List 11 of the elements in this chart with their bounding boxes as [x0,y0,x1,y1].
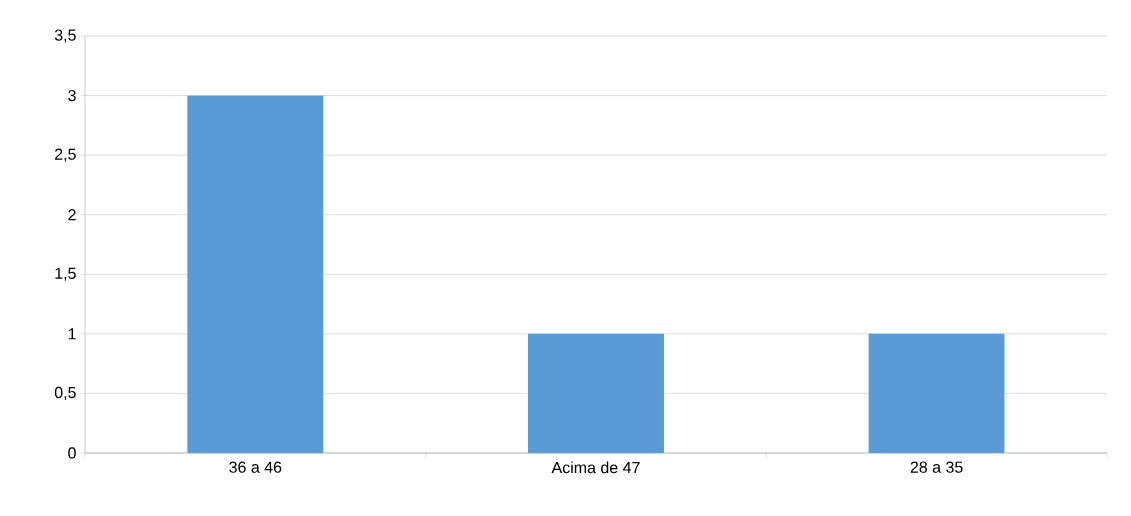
y-tick-label: 3,5 [54,29,76,43]
y-tick-label: 0 [68,447,76,459]
y-tick-label: 2,5 [55,148,76,162]
y-tick-label: 2 [68,209,76,221]
x-tick-label: 28 a 35 [910,461,963,473]
y-tick-label: 3 [68,89,76,102]
y-tick-label: 1,5 [55,267,76,281]
y-tick-label: 0,5 [54,386,76,401]
x-tick-label: 36 a 46 [229,461,282,473]
x-tick-label: Acima de 47 [551,461,640,474]
y-tick-label: 1 [68,328,76,340]
